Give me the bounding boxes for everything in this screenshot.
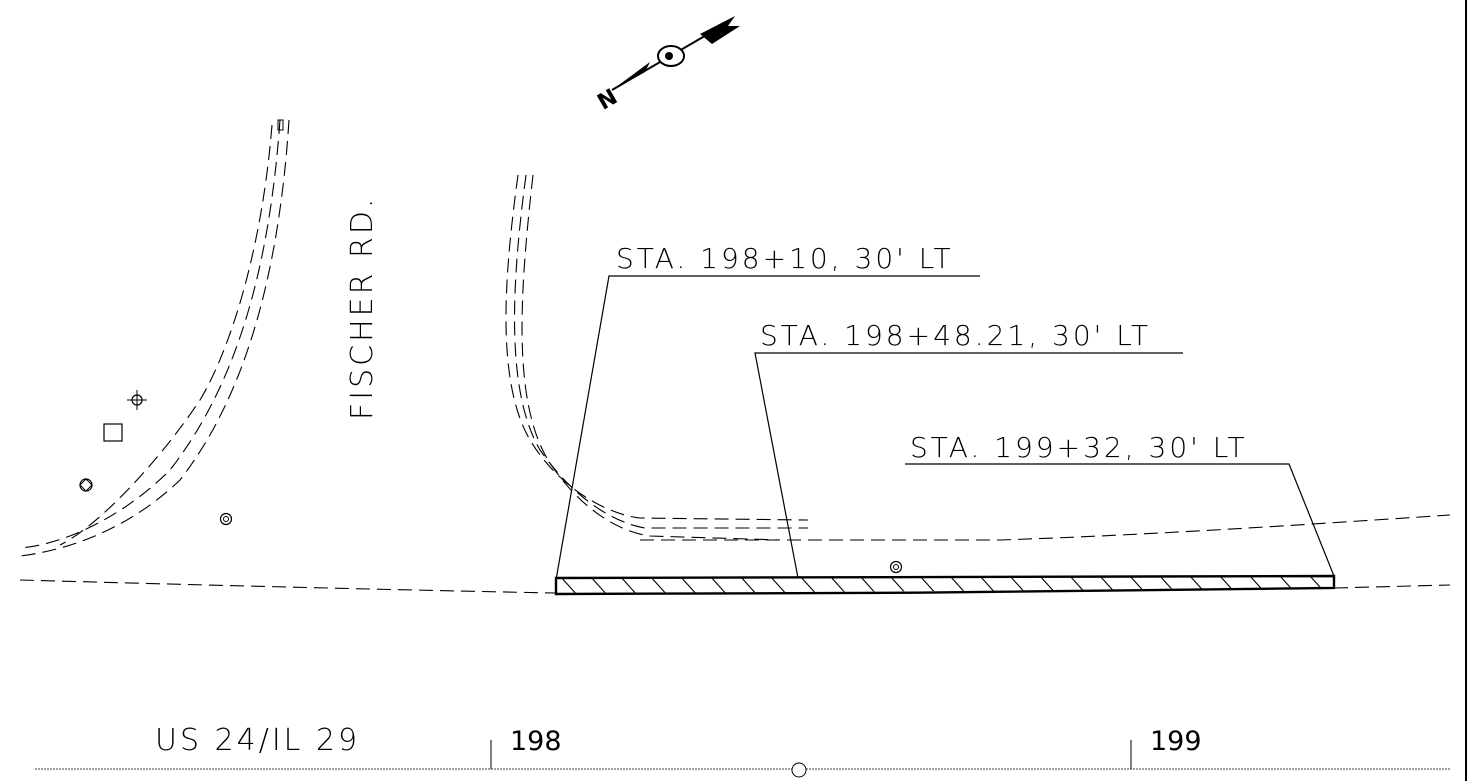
hatch-line (709, 576, 729, 594)
callout-1: STA. 198+10, 30' LT (555, 242, 980, 581)
hatch-line (1099, 576, 1119, 594)
manhole-icon (219, 512, 233, 526)
north-arrow-icon: N (593, 16, 740, 116)
utility-features (79, 390, 903, 574)
hatch-line (679, 576, 699, 594)
callout-label: STA. 198+10, 30' LT (616, 242, 954, 275)
callout-label: STA. 198+48.21, 30' LT (760, 319, 1151, 352)
manhole-icon (889, 560, 903, 574)
hatch-line (1189, 576, 1209, 594)
station-label: 199 (1150, 726, 1202, 757)
callout-2: STA. 198+48.21, 30' LT (754, 319, 1183, 579)
north-arrow-letter: N (593, 85, 621, 116)
valve-icon (79, 478, 93, 492)
hatch-line (1129, 576, 1149, 594)
hatch-line (1249, 576, 1269, 594)
route-label: US 24/IL 29 (155, 723, 360, 758)
hatch-line (649, 576, 669, 594)
pi-circle-icon (791, 762, 807, 778)
baseline: US 24/IL 29 198 199 (35, 723, 1450, 778)
hatch-line (1159, 576, 1179, 594)
hatch-line (1279, 576, 1299, 594)
road-name-label: FISCHER RD. (345, 196, 380, 420)
survey-marker-icon (127, 390, 147, 410)
callout-3: STA. 199+32, 30' LT (905, 431, 1335, 577)
hatch-line (1039, 576, 1059, 594)
hatch-line (1219, 576, 1239, 594)
hatch-line (589, 576, 609, 594)
fischer-rd-west-edge (19, 119, 290, 557)
mainline-edge (19, 579, 1451, 594)
fischer-rd-east-edge (505, 174, 809, 541)
edge-of-pavement (640, 514, 1451, 541)
hatch-line (1009, 576, 1029, 594)
work-strip (554, 574, 1336, 596)
callout-label: STA. 199+32, 30' LT (910, 431, 1248, 464)
box-icon (103, 423, 123, 442)
hatch-line (1069, 576, 1089, 594)
hatch-line (559, 576, 579, 594)
station-label: 198 (510, 726, 562, 757)
hatch-line (1309, 576, 1329, 594)
hatch-line (619, 576, 639, 594)
